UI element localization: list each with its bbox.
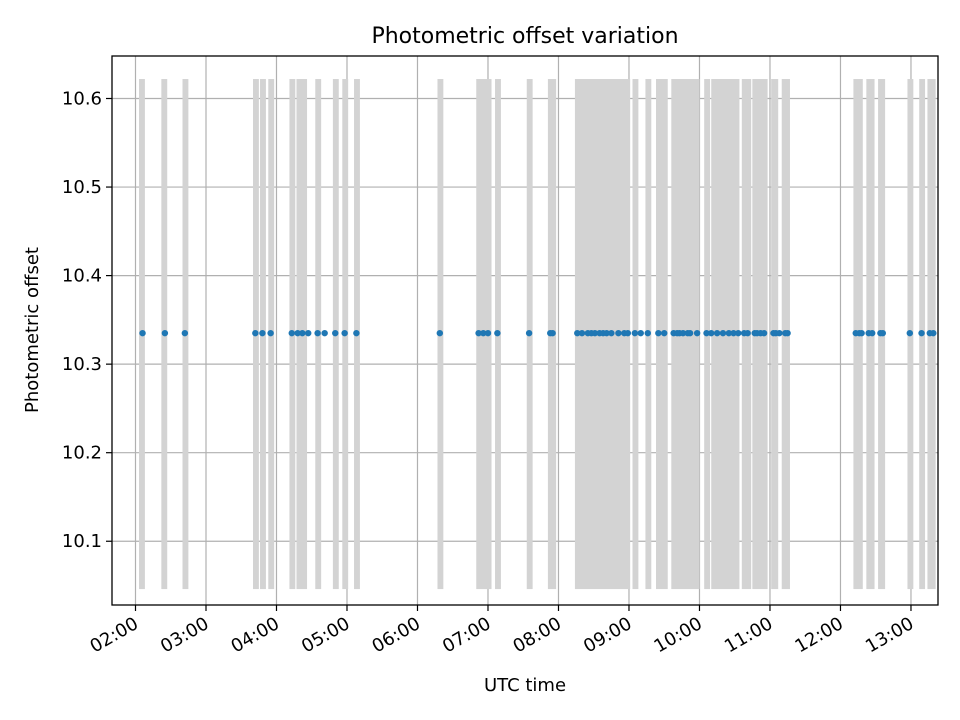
data-point	[679, 329, 687, 337]
data-point	[760, 329, 768, 337]
data-point	[484, 329, 492, 337]
data-point	[252, 329, 259, 337]
data-point	[578, 329, 586, 337]
data-point	[918, 329, 925, 337]
data-point	[321, 329, 328, 337]
y-tick-label: 10.3	[62, 354, 102, 375]
data-point	[494, 329, 501, 337]
data-point	[879, 329, 886, 337]
y-tick-label: 10.5	[62, 177, 102, 198]
data-point	[776, 329, 783, 337]
data-point	[869, 329, 876, 337]
data-point	[644, 329, 651, 337]
data-point	[294, 329, 301, 337]
y-tick-label: 10.6	[62, 89, 102, 110]
data-point	[267, 329, 274, 337]
data-point	[139, 329, 146, 337]
data-point	[637, 329, 644, 337]
data-point	[615, 329, 622, 337]
data-point	[332, 329, 339, 337]
data-points	[139, 329, 937, 337]
data-point	[744, 329, 751, 337]
data-point	[624, 329, 632, 337]
chart-title: Photometric offset variation	[371, 24, 678, 49]
plot-frame	[111, 55, 939, 606]
data-point	[341, 329, 348, 337]
x-axis-label: UTC time	[484, 675, 566, 696]
data-point	[719, 329, 727, 337]
data-point	[259, 329, 266, 337]
data-point	[480, 329, 487, 337]
data-point	[661, 329, 668, 337]
data-point	[591, 329, 599, 337]
data-point	[730, 329, 737, 337]
y-tick-label: 10.1	[62, 531, 102, 552]
data-point	[549, 329, 556, 337]
data-point	[353, 329, 360, 337]
data-point	[181, 329, 189, 337]
data-point	[305, 329, 312, 337]
data-point	[299, 329, 306, 337]
data-point	[906, 329, 914, 337]
data-point	[288, 329, 295, 337]
data-point	[161, 329, 169, 337]
data-point	[631, 329, 639, 337]
y-tick-label: 10.2	[62, 443, 102, 464]
data-point	[693, 329, 701, 337]
data-point	[708, 329, 715, 337]
y-tick-label: 10.4	[62, 266, 102, 287]
data-point	[525, 329, 533, 337]
data-point	[314, 329, 321, 337]
data-point	[703, 329, 710, 337]
y-axis-label: Photometric offset	[22, 247, 43, 413]
data-point	[725, 329, 733, 337]
data-point	[574, 329, 581, 337]
data-point	[735, 329, 742, 337]
data-point	[686, 329, 694, 337]
data-point	[858, 329, 865, 337]
data-point	[608, 329, 615, 337]
data-point	[930, 329, 937, 337]
data-point	[655, 329, 662, 337]
data-point	[603, 329, 610, 337]
data-point	[436, 329, 444, 337]
data-point	[784, 329, 791, 337]
data-point	[475, 329, 482, 337]
data-point	[713, 329, 721, 337]
